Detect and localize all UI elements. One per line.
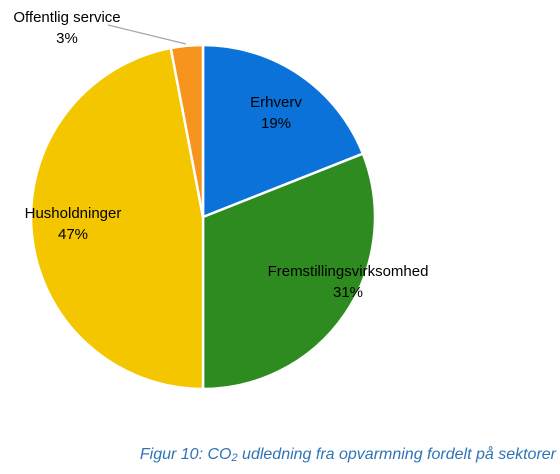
leader-line — [107, 24, 187, 45]
slice-label-husholdninger: Husholdninger — [25, 205, 122, 222]
slice-label-offentlig-service: Offentlig service — [13, 9, 120, 26]
slice-value-fremstillingsvirksomhed: 31% — [333, 284, 363, 301]
pie-chart: Erhverv 19% Fremstillingsvirksomhed 31% … — [13, 9, 429, 391]
caption-prefix: Figur 10: CO — [139, 446, 232, 463]
pie-slice-fremstillingsvirksomhed — [201, 152, 377, 391]
slice-value-husholdninger: 47% — [58, 226, 88, 243]
figure-caption: Figur 10: CO2 udledning fra opvarmning f… — [0, 446, 556, 464]
slice-label-fremstillingsvirksomhed: Fremstillingsvirksomhed — [268, 263, 429, 280]
caption-suffix: udledning fra opvarmning fordelt på sekt… — [237, 446, 556, 463]
slice-label-erhverv: Erhverv — [250, 94, 302, 111]
pie-slice-husholdninger — [29, 46, 205, 391]
pie-slice-offentlig-service — [169, 43, 205, 219]
pie-slices — [29, 43, 377, 391]
slice-value-erhverv: 19% — [261, 115, 291, 132]
slice-value-offentlig-service: 3% — [56, 30, 78, 47]
pie-slice-erhverv — [201, 43, 365, 219]
caption-subscript: 2 — [231, 452, 238, 464]
